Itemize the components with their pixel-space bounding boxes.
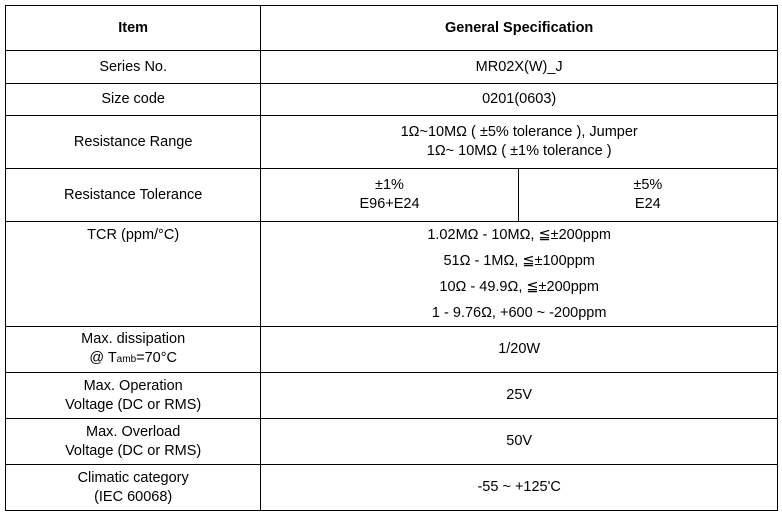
max-operation-voltage-value: 25V [260,372,778,419]
climatic-category-value: -55 ~ +125'C [260,464,778,511]
tcr-line-4: 1 - 9.76Ω, +600 ~ -200ppm [431,305,607,321]
row-max-operation-voltage: Max. Operation Voltage (DC or RMS) 25V [4,372,778,419]
max-overload-voltage-value: 50V [260,418,778,465]
row-max-dissipation: Max. dissipation @ Tamb=70°C 1/20W [4,326,778,373]
size-code-value: 0201(0603) [260,83,778,116]
tolerance-1-percent-series: E96+E24 [359,196,420,212]
resistance-range-value: 1Ω~10MΩ ( ±5% tolerance ), Jumper 1Ω~ 10… [260,115,778,169]
row-resistance-range: Resistance Range 1Ω~10MΩ ( ±5% tolerance… [4,115,778,169]
tcr-line-2: 51Ω - 1MΩ, ≦±100ppm [443,253,595,269]
specification-table: Item General Specification Series No. MR… [4,5,779,511]
max-overload-voltage-label: Max. Overload Voltage (DC or RMS) [4,418,262,465]
max-dissipation-label: Max. dissipation @ Tamb=70°C [4,326,262,373]
row-size-code: Size code 0201(0603) [4,83,778,116]
dissipation-suffix: =70°C [136,350,177,366]
max-dissipation-label-line-2: @ Tamb=70°C [10,349,256,369]
max-overload-voltage-label-line-1: Max. Overload [86,423,181,440]
tolerance-5-percent-series: E24 [634,196,661,212]
header-item: Item [4,5,262,51]
max-operation-voltage-label-line-1: Max. Operation [83,377,183,394]
row-tcr: TCR (ppm/°C) 1.02MΩ - 10MΩ, ≦±200ppm 51Ω… [4,221,778,327]
max-overload-voltage-label-line-2: Voltage (DC or RMS) [65,442,202,459]
row-series-no: Series No. MR02X(W)_J [4,50,778,84]
tcr-label: TCR (ppm/°C) [4,221,262,327]
row-resistance-tolerance: Resistance Tolerance ±1% E96+E24 ±5% E24 [4,168,779,222]
series-no-label: Series No. [4,50,262,84]
tolerance-1-percent-value: ±1% [375,177,404,193]
resistance-range-line-1: 1Ω~10MΩ ( ±5% tolerance ), Jumper [400,124,638,140]
tolerance-5-percent: ±5% E24 [517,168,779,222]
dissipation-prefix: @ T [89,350,117,366]
max-operation-voltage-label-line-2: Voltage (DC or RMS) [65,396,202,413]
dissipation-subscript: amb [116,354,137,365]
header-general-specification: General Specification [260,5,778,51]
tcr-values: 1.02MΩ - 10MΩ, ≦±200ppm 51Ω - 1MΩ, ≦±100… [260,221,778,327]
row-max-overload-voltage: Max. Overload Voltage (DC or RMS) 50V [4,418,778,465]
resistance-range-line-2: 1Ω~ 10MΩ ( ±1% tolerance ) [426,143,612,159]
resistance-range-label: Resistance Range [4,115,262,169]
size-code-label: Size code [4,83,262,116]
tolerance-1-percent: ±1% E96+E24 [260,168,519,222]
series-no-value: MR02X(W)_J [260,50,778,84]
header-row: Item General Specification [4,5,778,51]
max-dissipation-label-line-1: Max. dissipation [81,331,186,347]
max-dissipation-value: 1/20W [260,326,778,373]
resistance-tolerance-label: Resistance Tolerance [4,168,262,222]
climatic-category-label-line-1: Climatic category [77,469,189,486]
tcr-line-1: 1.02MΩ - 10MΩ, ≦±200ppm [427,227,611,243]
row-climatic-category: Climatic category (IEC 60068) -55 ~ +125… [4,464,778,511]
climatic-category-label: Climatic category (IEC 60068) [4,464,262,511]
tolerance-5-percent-value: ±5% [633,177,663,193]
max-operation-voltage-label: Max. Operation Voltage (DC or RMS) [4,372,262,419]
tcr-line-3: 10Ω - 49.9Ω, ≦±200ppm [439,279,599,295]
climatic-category-label-line-2: (IEC 60068) [94,488,173,505]
